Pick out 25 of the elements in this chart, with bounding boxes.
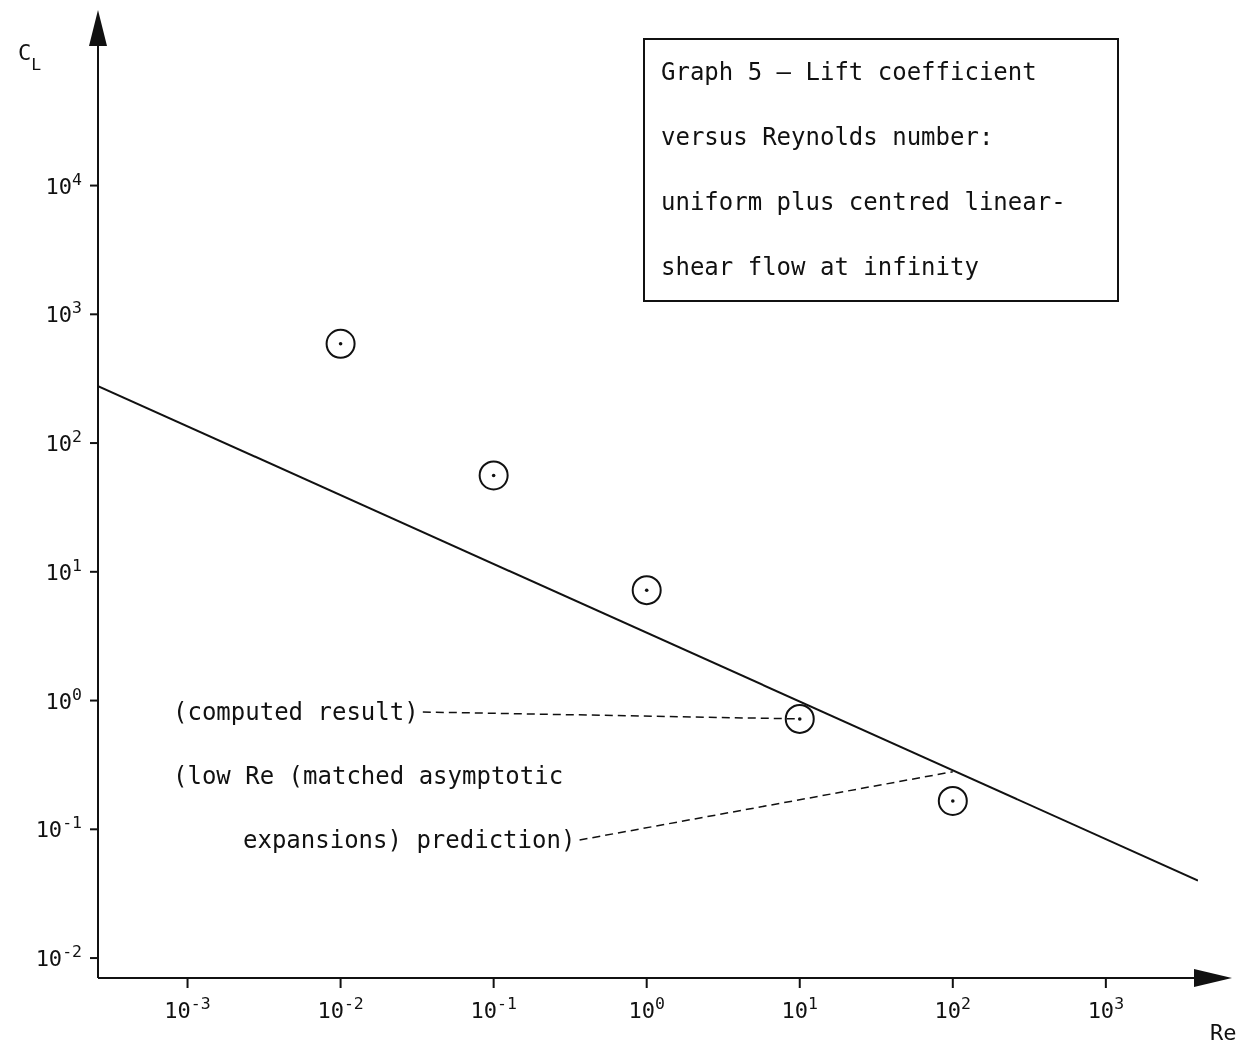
x-tick-label: 10$^{2}$ xyxy=(934,993,972,1023)
y-tick-label: 10$^{0}$ xyxy=(45,684,82,714)
annotation: (computed result) xyxy=(173,698,419,726)
x-tick-label: 10$^{1}$ xyxy=(781,993,818,1023)
x-tick-label: 10$^{-2}$ xyxy=(317,993,364,1023)
point xyxy=(631,575,662,606)
y-tick-label: 10$^{4}$ xyxy=(45,169,83,199)
point xyxy=(325,328,356,359)
y-tick-label: 10$^{3}$ xyxy=(45,297,82,328)
annotation: expansions) prediction) xyxy=(243,826,576,854)
y-axis-title: C$_{L}$ xyxy=(18,40,42,74)
x-tick-label: 10$^{-1}$ xyxy=(470,993,517,1023)
x-axis-title: Re xyxy=(1210,1020,1237,1045)
x-tick-label: 10$^{-3}$ xyxy=(164,993,211,1023)
chart-title: Graph 5 – Lift coefficient versus Reynolds number: uniform plus centred linear-shear flow at infinity xyxy=(661,58,1066,281)
x-tick-label: 10$^{3}$ xyxy=(1087,993,1125,1023)
y-tick-label: 10$^{-1}$ xyxy=(35,812,82,843)
point xyxy=(478,460,509,491)
point xyxy=(784,703,815,734)
y-tick-label: 10$^{2}$ xyxy=(45,426,82,457)
annotation: (low Re (matched asymptotic xyxy=(173,762,564,790)
x-tick-label: 10$^{0}$ xyxy=(628,993,665,1023)
point xyxy=(937,785,968,816)
y-tick-label: 10$^{1}$ xyxy=(45,555,82,585)
y-tick-label: 10$^{-2}$ xyxy=(35,941,82,972)
